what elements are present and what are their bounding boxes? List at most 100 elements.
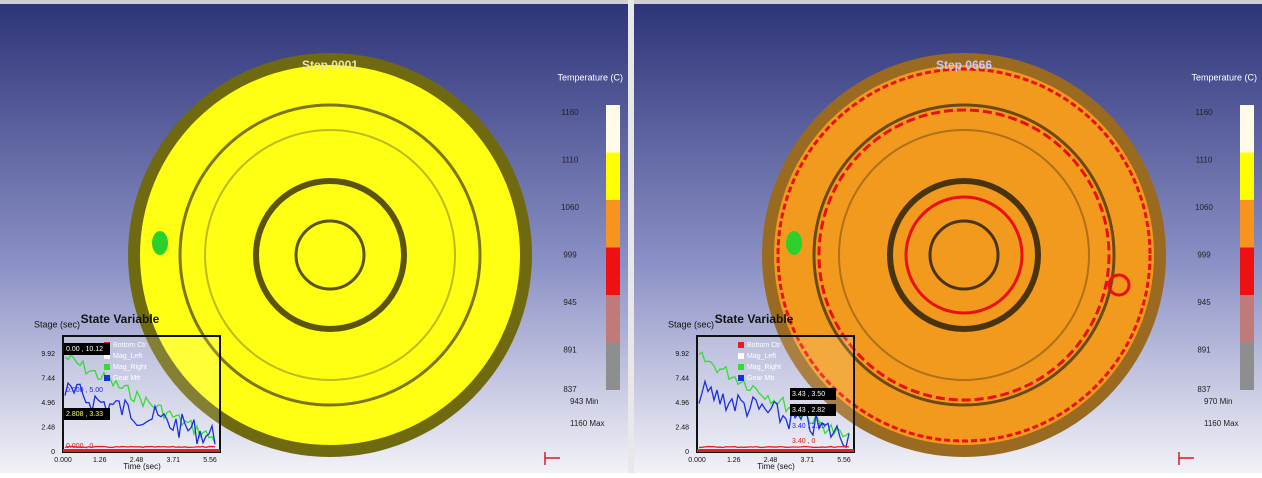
plot-annotation-box: [64, 343, 110, 355]
plot-x-tick: 1.26: [727, 457, 741, 464]
legend-title: Temperature (C): [557, 72, 623, 82]
axis-triad: [544, 452, 560, 465]
trace-green: [698, 351, 850, 438]
bore-ring: [928, 219, 1000, 291]
legend-band: [1240, 105, 1254, 153]
plot-legend-entry: Mag_Right: [747, 364, 781, 371]
plot-y-label: Stage (sec): [668, 319, 714, 329]
legend-band: [606, 152, 620, 200]
plot-x-tick: 1.26: [93, 457, 107, 464]
plot-y-tick: 2.48: [41, 424, 55, 431]
plot-legend-entry: Mag_Left: [747, 353, 776, 360]
hub-ring: [887, 178, 1041, 332]
plot-x-label: Time (sec): [757, 462, 795, 471]
legend-min: 970 Min: [1204, 397, 1232, 406]
plot-y-tick: 7.44: [675, 375, 689, 382]
plot-y-tick: 2.48: [675, 424, 689, 431]
plot-x-tick: 2.48: [130, 457, 144, 464]
legend-band: [606, 247, 620, 295]
plot-legend-swatch: [104, 353, 110, 359]
groove-outer: [178, 103, 482, 407]
plot-legend-entry: Mag_Left: [113, 353, 142, 360]
legend-tick-label: 1060: [1195, 203, 1213, 212]
plot-x-label: Time (sec): [123, 462, 161, 471]
viewport-divider: [628, 0, 634, 473]
hot-contour: [817, 108, 1111, 402]
legend-tick-label: 1110: [1196, 156, 1213, 165]
hot-spot: [1107, 273, 1131, 297]
plot-x-tick: 3.71: [166, 457, 180, 464]
plot-legend-swatch: [104, 364, 110, 370]
legend-tick-label: 945: [1197, 298, 1211, 307]
plot-annotation: 3.40 , 0: [792, 438, 815, 445]
plot-x-tick: 5.56: [203, 457, 217, 464]
plot-title: State Variable: [715, 312, 794, 326]
legend-band: [606, 105, 620, 153]
trace-green: [64, 353, 216, 444]
plot-legend-entry: Gear Mtr: [113, 375, 141, 382]
legend-tick-label: 999: [1197, 251, 1211, 260]
hub-ring: [253, 178, 407, 332]
legend-band: [606, 295, 620, 343]
plot-y-tick: 0: [51, 449, 55, 456]
groove-outer: [812, 103, 1116, 407]
plot-legend-entry: Bottom Ctr: [747, 342, 781, 349]
legend-tick-label: 945: [563, 298, 577, 307]
plot-y-tick: 7.44: [41, 375, 55, 382]
legend-band: [1240, 342, 1254, 390]
hot-contour: [776, 67, 1152, 443]
viewport-top-border: [0, 0, 628, 4]
legend-tick-label: 1060: [561, 203, 579, 212]
legend-tick-label: 999: [563, 251, 577, 260]
legend-min: 943 Min: [570, 397, 598, 406]
plot-x-tick: 5.56: [837, 457, 851, 464]
plot-y-tick: 4.96: [41, 400, 55, 407]
groove-shadow: [838, 129, 1090, 381]
axis-triad: [1178, 452, 1194, 465]
legend-tick-label: 891: [563, 346, 577, 355]
plot-floor-band: [697, 449, 854, 452]
step-label: Step 0666: [936, 58, 992, 72]
legend-tick-label: 1160: [561, 108, 579, 117]
legend-tick-label: 837: [1197, 385, 1211, 394]
plot-legend-entry: Gear Mtr: [747, 375, 775, 382]
legend-tick-label: 837: [563, 385, 577, 394]
disc-body: [774, 65, 1154, 445]
legend-tick-label: 1110: [562, 156, 579, 165]
plot-annotation-box: [790, 388, 836, 400]
plot-legend-swatch: [738, 375, 744, 381]
trace-blue: [698, 378, 850, 449]
plot-annotation: 3.43 , 3.50: [792, 391, 825, 398]
legend-max: 1160 Max: [1204, 419, 1239, 428]
cool-spot: [152, 231, 168, 255]
plot-annotation: 3.40 , 2.15: [792, 423, 825, 430]
cool-spot: [786, 231, 802, 255]
plot-annotation: 0.000 , 5.00: [66, 387, 103, 394]
plot-x-tick: 3.71: [800, 457, 814, 464]
legend-band: [1240, 295, 1254, 343]
plot-annotation: 3.43 , 2.82: [792, 407, 825, 414]
legend-band: [606, 200, 620, 248]
bore-ring: [294, 219, 366, 291]
plot-y-label: Stage (sec): [34, 319, 80, 329]
legend-band: [606, 342, 620, 390]
plot-legend-entry: Mag_Right: [113, 364, 147, 371]
disc-body: [140, 65, 520, 445]
plot-annotation: 0.000 , 0: [66, 443, 93, 450]
plot-annotation-box: [790, 404, 836, 416]
plot-legend-swatch: [738, 364, 744, 370]
trace-blue: [64, 381, 216, 445]
plot-x-tick: 2.48: [764, 457, 778, 464]
legend-tick-label: 1160: [1195, 108, 1213, 117]
plot-y-tick: 0: [685, 449, 689, 456]
viewport-panel: Step 0666 Temperature (C) 1160 1110 1060 999 9…: [634, 0, 1262, 473]
plot-annotation: 2.808 , 3.33: [66, 411, 103, 418]
plot-y-tick: 9.92: [41, 351, 55, 358]
plot-legend-swatch: [738, 342, 744, 348]
legend-band: [1240, 200, 1254, 248]
plot-annotation: 0.00 , 10.12: [66, 346, 103, 353]
plot-title: State Variable: [81, 312, 160, 326]
plot-legend-entry: Bottom Ctr: [113, 342, 147, 349]
legend-max: 1160 Max: [570, 419, 605, 428]
